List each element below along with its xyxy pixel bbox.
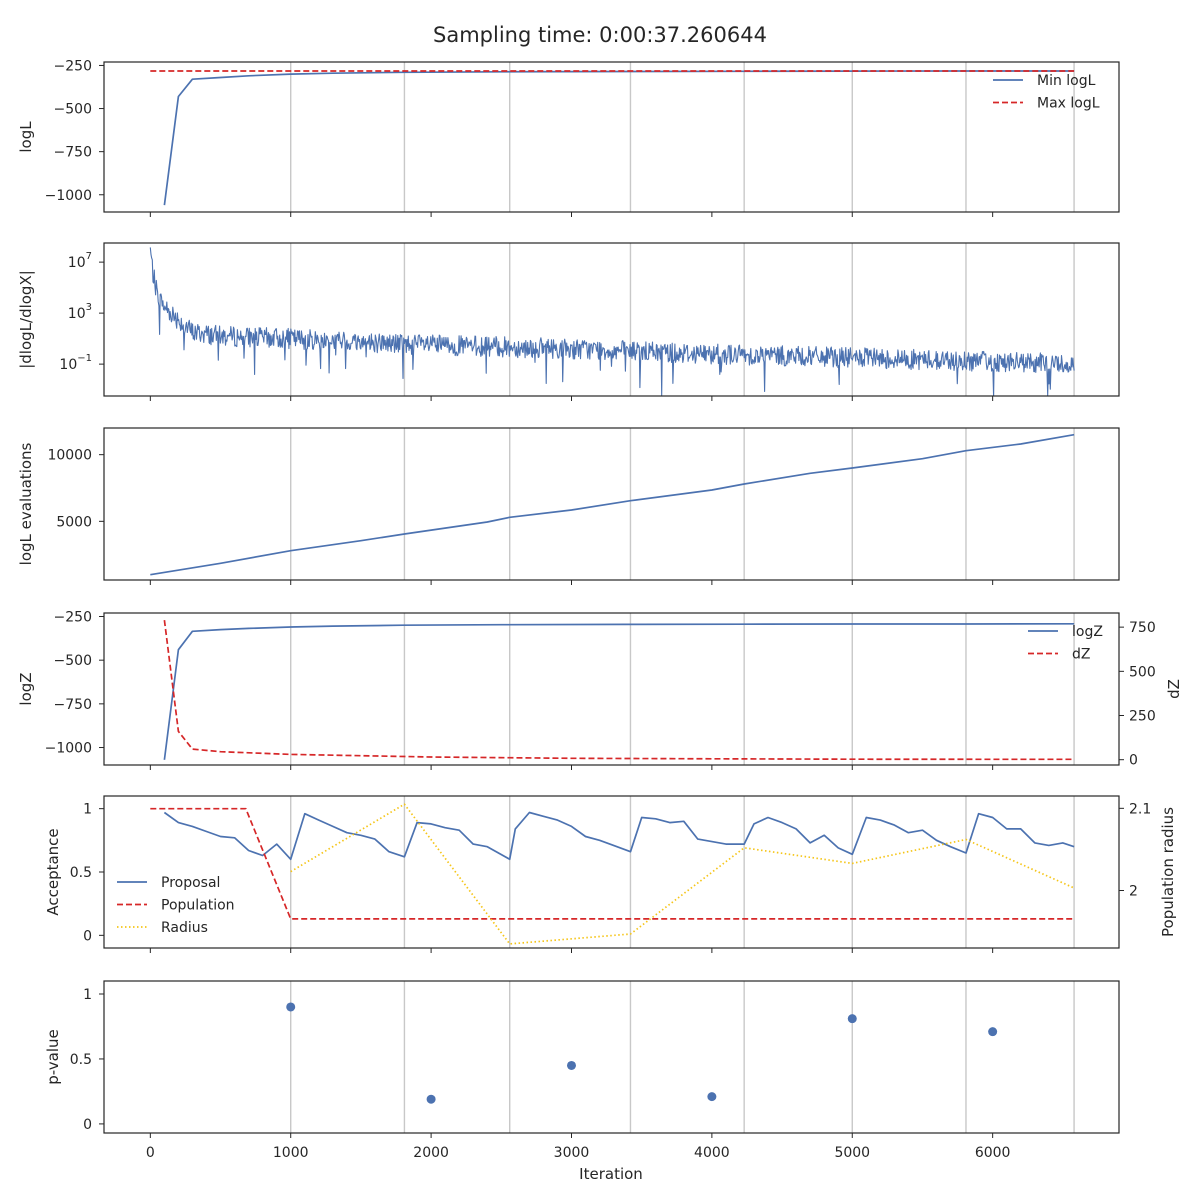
y-tick-label: 0.5: [70, 865, 92, 881]
y-tick-label: 0: [83, 928, 92, 944]
y-tick-label: −1000: [45, 741, 92, 757]
y-right-tick-label: 750: [1129, 620, 1156, 636]
plot-area: [150, 70, 1075, 206]
data-point: [566, 1060, 576, 1070]
y-right-tick-label: 2: [1129, 883, 1138, 899]
series-trace: [149, 247, 1075, 396]
series-logz: [163, 622, 1075, 760]
y-axis-label: logL evaluations: [17, 442, 35, 565]
y-axis-label: |dlogL/dlogX|: [17, 270, 35, 369]
y-tick-label: −1000: [45, 188, 92, 204]
y-tick-label: 1: [83, 987, 92, 1003]
y-tick-label: 1: [83, 802, 92, 818]
subplot-3: 5000 10000 logL evaluations: [17, 427, 1120, 585]
axes-frame: [103, 980, 1120, 1134]
y-tick-label: −750: [54, 697, 92, 713]
series-proposal: [163, 811, 1075, 861]
y-axis-label: logL: [17, 121, 35, 153]
subplot-1: −250 −500 −750 −1000 logL Min logL Max logL: [17, 58, 1120, 217]
y-tick-label: −250: [54, 58, 92, 74]
plot-area: [150, 803, 1075, 945]
x-tick-label: 0: [146, 1145, 155, 1161]
x-tick-label: 2000: [413, 1145, 449, 1161]
y-tick-label: 103: [68, 302, 92, 322]
y-tick-label: −500: [54, 102, 92, 118]
data-point: [988, 1027, 998, 1037]
subplot-5-legend-label-2: Radius: [161, 920, 208, 936]
data-point: [707, 1092, 717, 1102]
axes-frame: [103, 795, 1120, 949]
x-tick-label: 1000: [273, 1145, 309, 1161]
y-tick-label: 10000: [47, 448, 92, 464]
x-tick-label: 4000: [694, 1145, 730, 1161]
series-dz: [163, 619, 1075, 761]
subplot-4-legend-label-0: logZ: [1072, 624, 1103, 640]
subplot-5-legend-label-1: Population: [161, 898, 235, 914]
y-tick-label: −750: [54, 145, 92, 161]
data-point: [286, 1002, 296, 1012]
x-axis-label: Iteration: [579, 1165, 643, 1183]
plot-area: [286, 1002, 998, 1104]
y-tick-label: −500: [54, 653, 92, 669]
y-right-tick-label: 500: [1129, 664, 1156, 680]
y-tick-label: 0.5: [70, 1052, 92, 1068]
subplot-1-legend-label-0: Min logL: [1037, 73, 1096, 89]
subplot-5-legend-label-0: Proposal: [161, 875, 220, 891]
plot-area: [150, 433, 1075, 576]
x-tick-label: 3000: [554, 1145, 590, 1161]
axes-frame: [103, 612, 1120, 766]
plot-area: [149, 247, 1075, 396]
y-right-tick-label: 250: [1129, 709, 1156, 725]
axes-frame: [103, 61, 1120, 213]
y-axis-label: Acceptance: [44, 828, 62, 915]
figure-title: Sampling time: 0:00:37.260644: [433, 23, 767, 47]
y-right-tick-label: 2.1: [1129, 801, 1151, 817]
subplot-4: −250 −500 −750 −1000 750 500 250 0 logZ dZ logZ dZ: [17, 609, 1183, 770]
y-tick-label: −250: [54, 609, 92, 625]
axes-frame: [103, 427, 1120, 581]
axes-frame: [103, 242, 1120, 397]
series-min-logl: [163, 70, 1075, 206]
series-trace: [150, 433, 1075, 576]
x-tick-label: 5000: [834, 1145, 870, 1161]
subplot-6: 1 0.5 0 0 1000 2000 3000 4000 5000 6000 p-value: [44, 980, 1120, 1161]
y-right-axis-label: Population radius: [1159, 807, 1177, 937]
x-tick-label: 6000: [975, 1145, 1011, 1161]
subplot-2: 107 103 10−1 |dlogL/dlogX|: [17, 242, 1120, 401]
y-tick-label: 10−1: [59, 353, 92, 373]
y-tick-label: 5000: [56, 514, 92, 530]
series-radius: [290, 803, 1075, 945]
y-right-tick-label: 0: [1129, 753, 1138, 769]
series-population: [150, 807, 1075, 920]
y-tick-label: 0: [83, 1117, 92, 1133]
subplot-1-legend-label-1: Max logL: [1037, 96, 1100, 112]
data-point: [847, 1014, 857, 1024]
plot-area: [163, 619, 1075, 761]
y-axis-label: logZ: [17, 672, 35, 705]
data-point: [426, 1094, 436, 1104]
y-tick-label: 107: [68, 251, 92, 271]
subplot-4-legend-label-1: dZ: [1072, 647, 1090, 663]
subplot-5: 1 0.5 0 2.1 2 Acceptance Population radius Prop…: [44, 795, 1177, 953]
y-axis-label: p-value: [44, 1029, 62, 1085]
y-right-axis-label: dZ: [1165, 679, 1183, 699]
